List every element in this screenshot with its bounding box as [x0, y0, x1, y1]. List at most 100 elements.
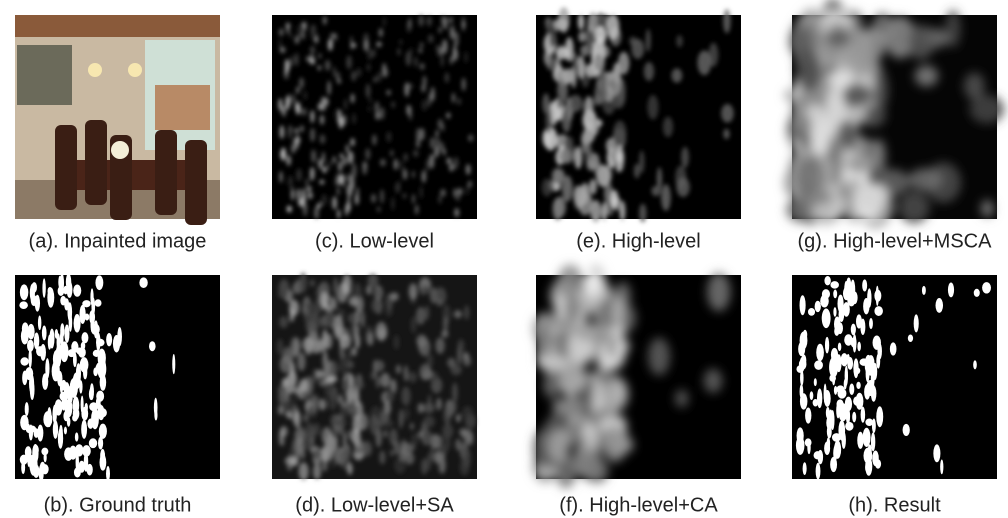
- map-blob: [803, 330, 807, 340]
- map-blob: [73, 285, 81, 297]
- map-blob: [435, 337, 444, 353]
- map-blob: [380, 189, 384, 203]
- panel-caption: (e). High-level: [576, 230, 700, 252]
- map-blob: [60, 323, 64, 338]
- map-blob: [586, 159, 595, 171]
- map-blob: [876, 406, 883, 427]
- map-blob: [304, 309, 312, 325]
- map-blob: [890, 342, 897, 355]
- map-blob: [851, 337, 857, 347]
- map-blob: [721, 104, 734, 123]
- map-blob: [336, 173, 339, 186]
- map-blob: [372, 134, 377, 145]
- map-blob: [651, 186, 661, 196]
- map-blob: [296, 104, 300, 115]
- map-blob: [376, 377, 380, 389]
- map-blob: [328, 161, 331, 170]
- map-blob: [590, 200, 601, 223]
- map-blob: [838, 420, 845, 440]
- panel: (a). Inpainted image: [15, 15, 220, 252]
- map-blob: [595, 83, 608, 103]
- map-blob: [539, 433, 550, 448]
- map-blob: [320, 134, 326, 144]
- map-blob: [313, 463, 321, 480]
- map-blob: [323, 16, 327, 25]
- map-blob: [574, 186, 587, 207]
- map-blob: [90, 288, 93, 305]
- map-blob: [423, 416, 435, 428]
- map-blob: [67, 281, 73, 298]
- map-blob: [353, 113, 356, 124]
- map-blob: [466, 435, 473, 445]
- map-blob: [418, 48, 423, 53]
- map-blob: [400, 160, 403, 170]
- map-blob: [862, 279, 867, 291]
- map-blob: [380, 373, 390, 388]
- map-blob: [837, 322, 843, 334]
- map-blob: [463, 448, 471, 468]
- map-blob: [447, 358, 456, 368]
- map-blob: [457, 188, 462, 196]
- panel: (g). High-level+MSCA: [784, 0, 1004, 252]
- map-blob: [634, 164, 640, 179]
- map-blob: [340, 153, 344, 158]
- map-blob: [325, 98, 329, 106]
- map-blob: [574, 146, 582, 169]
- map-blob: [19, 301, 28, 309]
- map-blob: [639, 151, 644, 174]
- panel: (c). Low-level: [272, 15, 477, 253]
- map-blob: [64, 447, 73, 460]
- map-blob: [49, 329, 54, 349]
- map-blob: [974, 289, 980, 297]
- photo-painting: [17, 45, 72, 105]
- map-blob: [299, 462, 309, 481]
- map-blob: [303, 413, 308, 422]
- map-blob: [386, 90, 391, 96]
- map-blob: [96, 333, 100, 352]
- map-blob: [21, 461, 25, 474]
- map-blob: [412, 171, 414, 178]
- map-blob: [441, 330, 448, 338]
- map-blob: [376, 42, 382, 48]
- map-blob: [449, 17, 453, 24]
- map-blob: [310, 167, 315, 180]
- map-blob: [404, 82, 409, 96]
- map-blob: [380, 159, 386, 167]
- map-blob: [42, 373, 48, 390]
- map-blob: [607, 14, 620, 40]
- map-blob: [814, 360, 823, 369]
- photo-lamp: [88, 63, 102, 77]
- map-blob: [80, 357, 89, 372]
- map-blob: [800, 384, 804, 399]
- map-blob: [340, 405, 348, 419]
- map-blob: [305, 423, 316, 440]
- map-blob: [546, 54, 554, 70]
- map-blob: [580, 449, 603, 482]
- map-blob: [816, 344, 824, 361]
- map-blob: [394, 441, 400, 455]
- map-blob: [22, 322, 29, 334]
- map-blob: [644, 62, 654, 81]
- map-blob: [538, 326, 550, 359]
- map-blob: [394, 159, 398, 170]
- map-blob: [383, 17, 385, 26]
- map-blob: [367, 332, 374, 346]
- map-blob: [813, 399, 819, 406]
- map-blob: [352, 163, 357, 177]
- map-blob: [554, 18, 569, 30]
- panel-caption: (g). High-level+MSCA: [798, 230, 993, 252]
- map-blob: [914, 314, 919, 332]
- map-blob: [399, 39, 402, 44]
- map-blob: [436, 130, 439, 135]
- panel: (b). Ground truth: [15, 273, 220, 516]
- map-blob: [27, 446, 31, 467]
- map-blob: [800, 370, 803, 386]
- map-blob: [416, 141, 420, 148]
- map-blob: [25, 402, 29, 416]
- map-blob: [704, 369, 723, 393]
- map-blob: [639, 204, 647, 223]
- map-blob: [312, 449, 323, 459]
- map-blob: [439, 195, 442, 204]
- map-blob: [99, 424, 107, 439]
- map-blob: [278, 290, 288, 298]
